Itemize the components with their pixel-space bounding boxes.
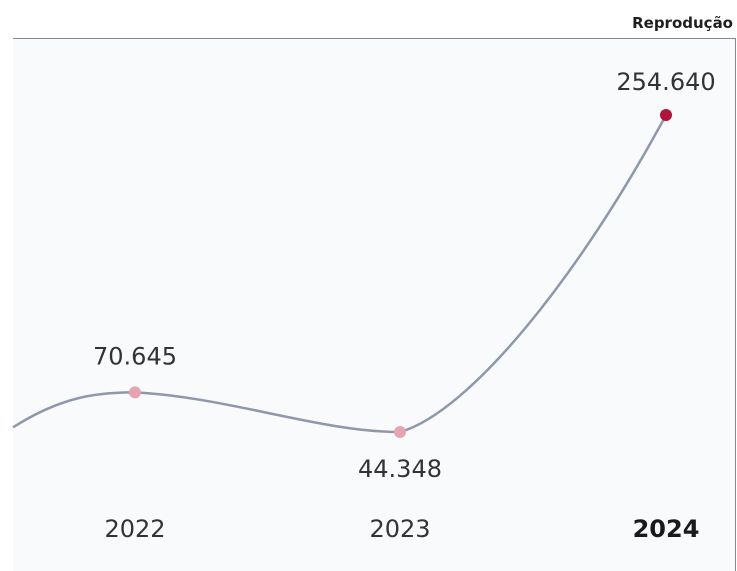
data-point-2024	[660, 109, 672, 121]
data-label-2023: 44.348	[358, 455, 442, 483]
x-tick-label-2023: 2023	[369, 515, 430, 543]
chart-frame	[13, 38, 736, 571]
data-label-2022: 70.645	[93, 342, 177, 370]
x-tick-label-2022: 2022	[104, 515, 165, 543]
data-point-2023	[394, 426, 406, 438]
series-line	[12, 114, 668, 434]
x-tick-label-2024: 2024	[633, 515, 700, 543]
photo-credit: Reprodução	[632, 14, 733, 32]
data-point-2022	[129, 386, 141, 399]
data-label-2024: 254.640	[616, 68, 715, 96]
